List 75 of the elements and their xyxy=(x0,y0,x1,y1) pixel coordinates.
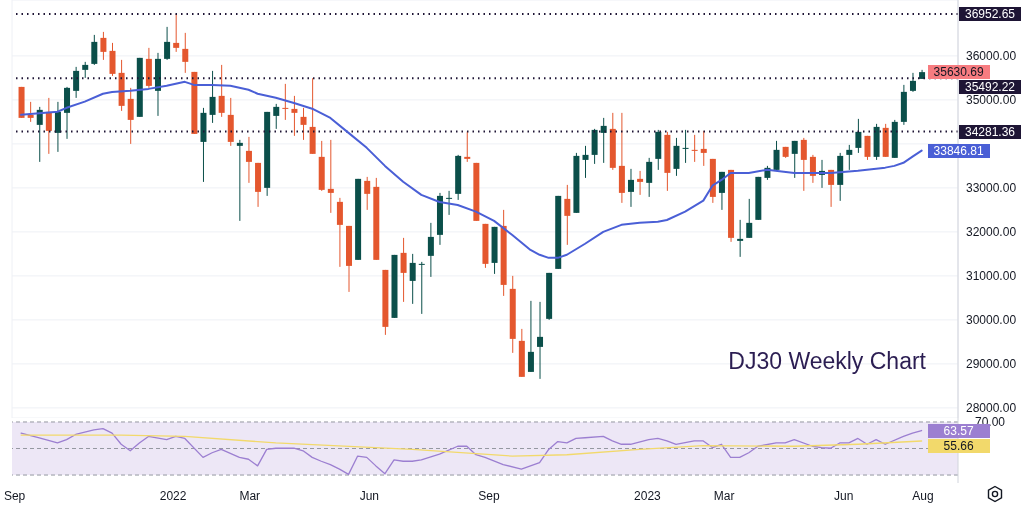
candlestick xyxy=(236,139,243,222)
candlestick xyxy=(464,131,471,163)
candlestick xyxy=(800,137,807,192)
candlestick xyxy=(537,301,544,380)
x-tick-label: Mar xyxy=(713,488,735,503)
candlestick xyxy=(91,34,98,66)
y-tick-label: 28000.00 xyxy=(966,401,1017,416)
ref-line-label: 35492.22 xyxy=(959,80,1021,95)
candlestick xyxy=(737,219,744,258)
data-label: 55.66 xyxy=(927,438,990,453)
candlestick xyxy=(409,253,416,305)
line-series xyxy=(20,80,923,259)
x-tick-label: Aug xyxy=(912,488,934,503)
candlestick xyxy=(127,87,134,145)
x-tick-label: 2023 xyxy=(634,488,662,503)
y-tick-label: 33000.00 xyxy=(966,181,1017,196)
candlestick xyxy=(336,197,343,268)
ref-line-label: 36952.65 xyxy=(959,6,1021,21)
candlestick xyxy=(646,157,653,198)
y-tick-label: 35000.00 xyxy=(966,93,1017,108)
candlestick xyxy=(637,170,644,196)
candlestick xyxy=(564,184,571,246)
candlestick xyxy=(300,107,307,141)
data-label: 33846.81 xyxy=(927,143,990,158)
y-tick-label: 29000.00 xyxy=(966,357,1017,372)
candlestick xyxy=(27,101,34,123)
candlestick xyxy=(864,135,871,161)
candlestick xyxy=(54,101,61,153)
candlestick xyxy=(582,145,589,179)
candlestick xyxy=(855,118,862,154)
x-tick-label: Sep xyxy=(3,488,26,503)
candlestick xyxy=(627,168,634,208)
x-tick-label: Jun xyxy=(833,488,854,503)
annotation: 35630.69 xyxy=(927,65,990,80)
candlestick xyxy=(700,130,707,167)
candlestick xyxy=(164,26,171,61)
candlestick xyxy=(673,137,680,177)
ref-line-label: 34281.36 xyxy=(959,124,1021,139)
candlestick xyxy=(73,66,80,99)
candlestick xyxy=(218,64,225,118)
candlestick xyxy=(600,117,607,164)
candlestick xyxy=(527,300,534,373)
candlestick xyxy=(691,134,698,163)
y-tick-label: 32000.00 xyxy=(966,225,1017,240)
candlestick xyxy=(282,83,289,121)
candlestick xyxy=(846,144,853,171)
candlestick xyxy=(100,31,107,61)
y-tick-label: 36000.00 xyxy=(966,49,1017,64)
candlestick xyxy=(400,237,407,303)
candlestick xyxy=(245,136,252,184)
candlestick xyxy=(273,103,280,130)
annotation: DJ30 Weekly Chart xyxy=(728,348,926,375)
candlestick xyxy=(182,32,189,74)
candlestick xyxy=(427,222,434,278)
candlestick xyxy=(418,261,425,315)
y-tick-label: 31000.00 xyxy=(966,269,1017,284)
candlestick xyxy=(773,140,780,171)
candlestick xyxy=(173,13,180,53)
candlestick xyxy=(682,129,689,164)
candlestick xyxy=(364,176,371,211)
candlestick xyxy=(45,97,52,155)
candlestick xyxy=(909,72,916,93)
candlestick xyxy=(291,95,298,137)
candlestick xyxy=(109,42,116,77)
x-tick-label: Mar xyxy=(239,488,261,503)
y-tick-label: 30000.00 xyxy=(966,313,1017,328)
candlestick xyxy=(446,190,453,216)
data-label: 63.57 xyxy=(943,423,974,438)
x-tick-label: 2022 xyxy=(159,488,187,503)
candlestick xyxy=(327,139,334,214)
candlestick xyxy=(209,70,216,124)
x-tick-label: Jun xyxy=(359,488,380,503)
x-tick-label: Sep xyxy=(478,488,500,503)
candlestick xyxy=(791,140,798,179)
candlestick xyxy=(746,198,753,239)
